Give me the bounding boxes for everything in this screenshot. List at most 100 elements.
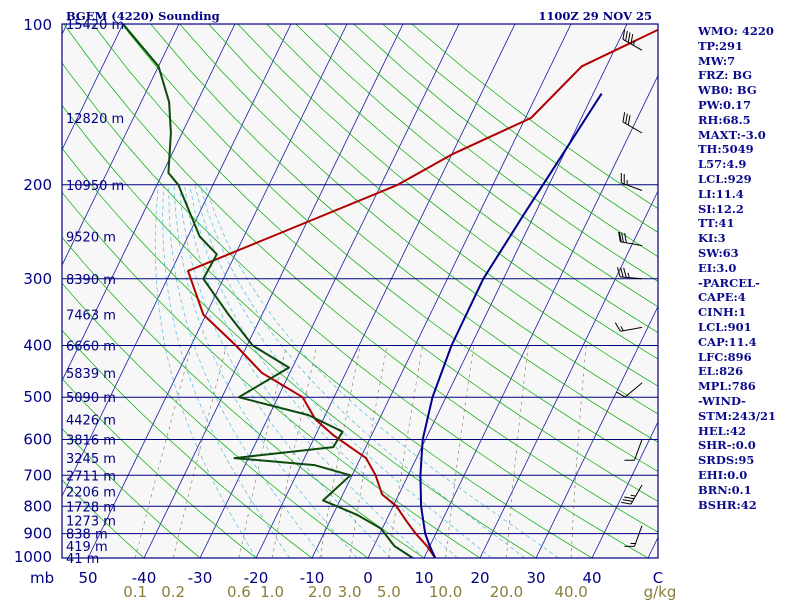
moist-adiabat-line <box>204 184 559 558</box>
pressure-tick-label: 200 <box>23 176 52 194</box>
index-item: BRN:0.1 <box>698 482 752 497</box>
index-item: EHI:0.0 <box>698 467 748 482</box>
temperature-tick-label: 0 <box>363 569 373 587</box>
index-item: LFC:896 <box>698 349 752 364</box>
isotherm-line <box>62 24 236 382</box>
index-item: TT:41 <box>698 216 735 231</box>
dry-adiabat-line <box>92 24 658 502</box>
mixing-ratio-tick-label: 1.0 <box>260 583 284 600</box>
dry-adiabat-line <box>62 236 425 558</box>
temperature-tick-label: 10 <box>414 569 433 587</box>
temperature-tick-label: 30 <box>526 569 545 587</box>
index-item: TH:5049 <box>698 142 754 157</box>
dry-adiabat-line <box>62 282 369 558</box>
height-label: 10950 m <box>66 179 124 194</box>
temperature-tick-label: 50 <box>78 569 97 587</box>
pressure-tick-label: 700 <box>23 466 52 484</box>
wind-barbs <box>614 29 643 547</box>
mixing-ratio-tick-label: 5.0 <box>377 583 401 600</box>
index-item: LCL:929 <box>698 171 752 186</box>
stability-indices-panel: WMO: 4220 TP:291 MW:7 FRZ: BG WB0: BG PW:0.17… <box>698 24 798 512</box>
pressure-tick-label: 900 <box>23 525 52 543</box>
mixing-ratio-tick-label: 0.1 <box>123 583 147 600</box>
dry-adiabat-line <box>208 24 658 387</box>
height-label: 2711 m <box>66 469 116 484</box>
index-item: -WIND- <box>698 393 746 408</box>
isotherm-line <box>255 24 516 558</box>
index-item: EI:3.0 <box>698 260 737 275</box>
temperature-tick-label: -30 <box>188 569 213 587</box>
height-label: 8390 m <box>66 273 116 288</box>
dry-adiabat-line <box>62 62 649 558</box>
pressure-tick-label: 100 <box>23 16 52 34</box>
sounding-series-0 <box>187 28 658 558</box>
wind-barb <box>617 267 643 280</box>
wind-barb <box>616 382 643 398</box>
height-label: 5839 m <box>66 367 116 382</box>
mixing-ratio-tick-label: 20.0 <box>490 583 523 600</box>
index-item: CAP:11.4 <box>698 334 757 349</box>
dry-adiabat-line <box>62 104 593 558</box>
mixing-ratio-tick-label: 40.0 <box>554 583 587 600</box>
chart-time: 1100Z 29 NOV 25 <box>538 9 652 23</box>
index-item: SHR-:0.0 <box>698 438 756 453</box>
isotherm-line <box>0 24 11 558</box>
isotherm-line <box>367 24 628 558</box>
index-item: LI:11.4 <box>698 186 744 201</box>
moist-adiabat-line <box>162 184 290 558</box>
moist-adiabat-line <box>178 184 391 558</box>
isotherm-line <box>311 24 572 558</box>
temperature-tick-label: -20 <box>244 569 269 587</box>
index-item: MW:7 <box>698 53 736 68</box>
wind-barb <box>622 29 643 51</box>
height-label: 9520 m <box>66 230 116 245</box>
background-grid <box>0 24 658 558</box>
height-label: 12820 m <box>66 112 124 127</box>
sounding-series-2 <box>419 93 603 558</box>
sounding-series-1 <box>122 24 414 558</box>
mixing-ratio-unit-label: g/kg <box>644 583 677 600</box>
isotherm-line <box>62 24 180 267</box>
height-label: 4426 m <box>66 413 116 428</box>
pressure-tick-label: 400 <box>23 337 52 355</box>
isotherm-line <box>87 24 348 558</box>
dry-adiabat-line <box>63 24 658 533</box>
isotherm-line <box>143 24 404 558</box>
index-item: CAPE:4 <box>698 290 746 305</box>
wind-barb <box>614 322 643 332</box>
height-label: 7463 m <box>66 309 116 324</box>
index-item: WMO: 4220 <box>698 24 774 38</box>
index-item: MPL:786 <box>698 379 756 394</box>
dry-adiabat-line <box>62 427 201 558</box>
wind-barb <box>624 439 643 461</box>
mixing-ratio-tick-label: 3.0 <box>338 583 362 600</box>
wind-barb <box>621 484 643 505</box>
pressure-tick-label: 1000 <box>14 548 52 566</box>
plot-background <box>62 24 658 558</box>
isotherm-line <box>591 421 658 558</box>
index-item: SRDS:95 <box>698 453 755 468</box>
index-item: PW:0.17 <box>698 97 752 112</box>
dry-adiabat-line <box>62 378 257 558</box>
index-item: SW:63 <box>698 245 739 260</box>
dry-adiabat-line <box>295 24 658 308</box>
plot-frame <box>61 23 659 559</box>
index-item: FRZ: BG <box>698 68 753 83</box>
mixing-ratio-tick-label: 2.0 <box>308 583 332 600</box>
mixing-ratio-tick-label: 0.2 <box>161 583 185 600</box>
index-item: STM:243/21 <box>698 408 777 423</box>
pressure-tick-label: 800 <box>23 497 52 515</box>
index-item: -PARCEL- <box>698 275 760 290</box>
height-label: 5090 m <box>66 391 116 406</box>
dry-adiabat-line <box>353 24 658 258</box>
height-label: 838 m <box>66 528 108 543</box>
index-item: HEL:42 <box>698 423 746 438</box>
isotherm-line <box>479 190 658 558</box>
isotherm-line <box>535 305 658 558</box>
index-item: L57:4.9 <box>698 157 747 172</box>
wind-barb <box>622 112 643 134</box>
pressure-tick-label: 500 <box>23 388 52 406</box>
index-item: MAXT:-3.0 <box>698 127 766 142</box>
